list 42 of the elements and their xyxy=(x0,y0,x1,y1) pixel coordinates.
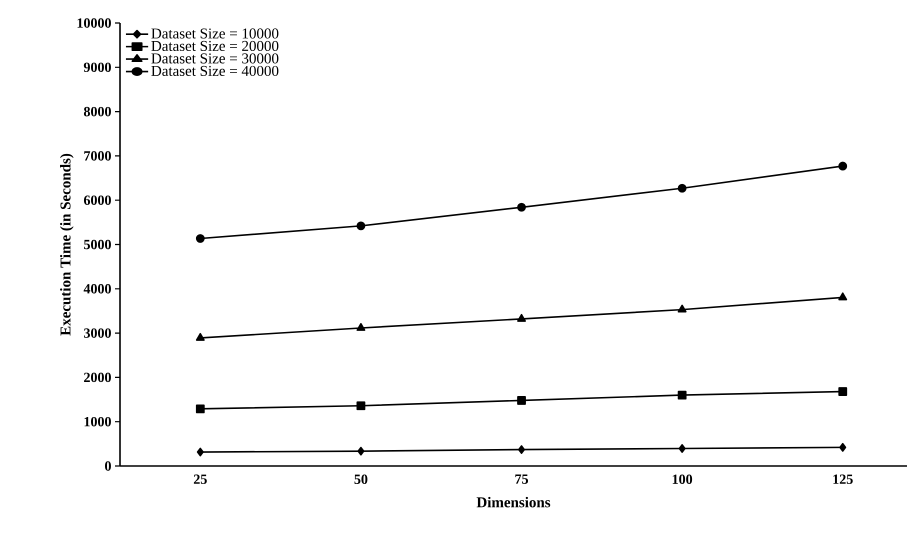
point xyxy=(839,442,846,452)
point xyxy=(678,304,687,313)
point xyxy=(196,404,205,414)
x-tick-label: 25 xyxy=(194,474,207,484)
x-tick-label: 50 xyxy=(354,474,368,484)
point xyxy=(356,322,366,331)
y-tick-label: 1000 xyxy=(84,416,111,426)
y-tick-label: 9000 xyxy=(84,62,111,72)
point xyxy=(517,396,526,405)
legend-label: Dataset Size = 10000 xyxy=(151,28,278,39)
point xyxy=(838,387,848,396)
y-tick-label: 6000 xyxy=(84,195,111,205)
point xyxy=(518,445,526,454)
y-tick-label: 3000 xyxy=(84,328,111,338)
point xyxy=(357,446,364,456)
x-tick-label: 100 xyxy=(672,474,692,484)
point xyxy=(356,401,366,410)
point xyxy=(838,162,848,170)
legend-label: Dataset Size = 40000 xyxy=(151,66,278,76)
y-tick-label: 8000 xyxy=(84,106,111,116)
y-tick-label: 5000 xyxy=(84,240,111,250)
point xyxy=(196,448,204,456)
y-tick-label: 4000 xyxy=(84,284,111,294)
y-tick-label: 7000 xyxy=(84,151,111,161)
point xyxy=(678,444,686,453)
point xyxy=(196,332,205,341)
point xyxy=(356,221,366,230)
point xyxy=(517,202,526,212)
legend-label: Dataset Size = 20000 xyxy=(151,40,278,52)
y-tick-label: 2000 xyxy=(84,372,111,382)
legend-label: Dataset Size = 30000 xyxy=(151,53,278,64)
point xyxy=(838,292,848,300)
y-tick-label: 10000 xyxy=(78,18,111,28)
point xyxy=(678,184,687,193)
x-tick-label: 125 xyxy=(833,474,853,484)
point xyxy=(196,234,205,243)
point xyxy=(678,390,687,400)
x-axis-title: Dimensions xyxy=(476,496,550,508)
point xyxy=(517,314,526,322)
y-axis-title: Execution Time (in Seconds) xyxy=(60,154,74,336)
y-tick-label: 0 xyxy=(105,461,111,471)
x-tick-label: 75 xyxy=(515,474,528,484)
